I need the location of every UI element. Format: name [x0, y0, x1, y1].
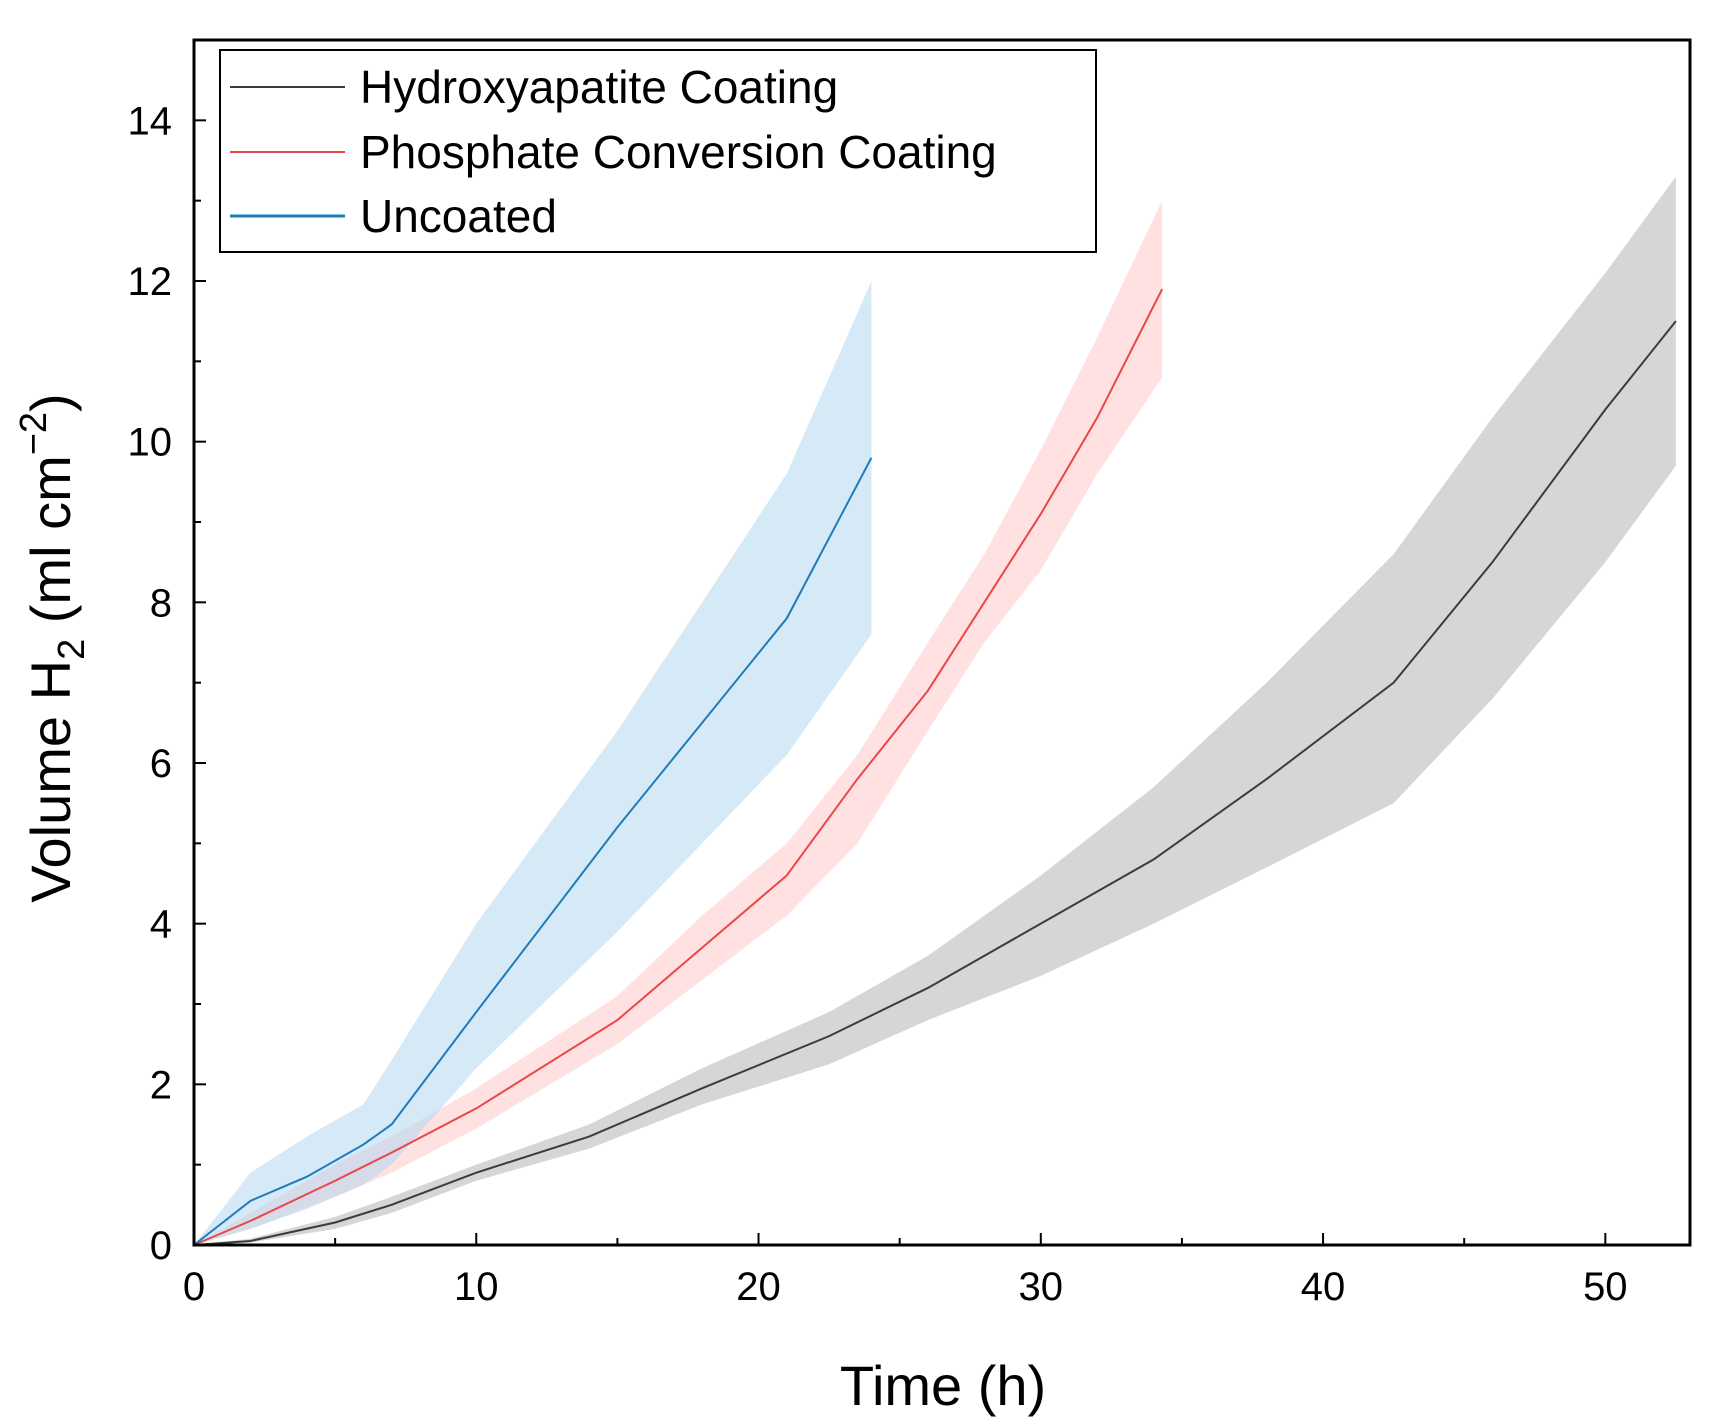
y-axis-title: Volume H2 (ml cm−2)	[13, 393, 93, 902]
y-axis-title-subscript: 2	[51, 639, 93, 660]
y-axis-title-close: )	[19, 393, 82, 412]
band-hydroxyapatite	[194, 176, 1676, 1246]
x-tick-label: 40	[1301, 1265, 1346, 1309]
y-tick-label: 12	[128, 260, 173, 304]
y-tick-label: 8	[150, 581, 172, 625]
confidence-bands	[194, 176, 1676, 1246]
y-axis-title-main: Volume H	[19, 660, 82, 903]
legend-label-phosphate: Phosphate Conversion Coating	[360, 126, 997, 178]
band-uncoated	[194, 281, 872, 1245]
y-tick-label: 0	[150, 1224, 172, 1268]
legend-box	[219, 49, 1097, 253]
x-tick-label: 10	[454, 1265, 499, 1309]
x-tick-label: 20	[736, 1265, 781, 1309]
y-tick-label: 2	[150, 1063, 172, 1107]
x-tick-label: 30	[1019, 1265, 1064, 1309]
series-lines	[193, 288, 1677, 1246]
y-axis-title-units: (ml cm	[19, 455, 82, 639]
line-hydroxyapatite	[193, 320, 1677, 1246]
legend-label-uncoated: Uncoated	[360, 190, 557, 242]
x-axis-title: Time (h)	[840, 1354, 1046, 1417]
y-tick-label: 4	[150, 903, 172, 947]
line-uncoated	[193, 457, 873, 1246]
axis-tick-labels: 0 10 20 30 40 50 0 2 4 6 8 10 12 14	[128, 99, 1628, 1309]
x-tick-label: 50	[1583, 1265, 1628, 1309]
y-tick-label: 10	[128, 421, 173, 465]
plot-frame	[192, 38, 1692, 1247]
line-phosphate	[193, 288, 1164, 1246]
legend: Hydroxyapatite Coating Phosphate Convers…	[219, 49, 1097, 253]
y-tick-label: 14	[128, 99, 173, 143]
y-tick-label: 6	[150, 742, 172, 786]
x-tick-label: 0	[183, 1265, 205, 1309]
legend-label-hydroxyapatite: Hydroxyapatite Coating	[360, 61, 838, 113]
y-axis-title-superscript: −2	[13, 412, 55, 455]
